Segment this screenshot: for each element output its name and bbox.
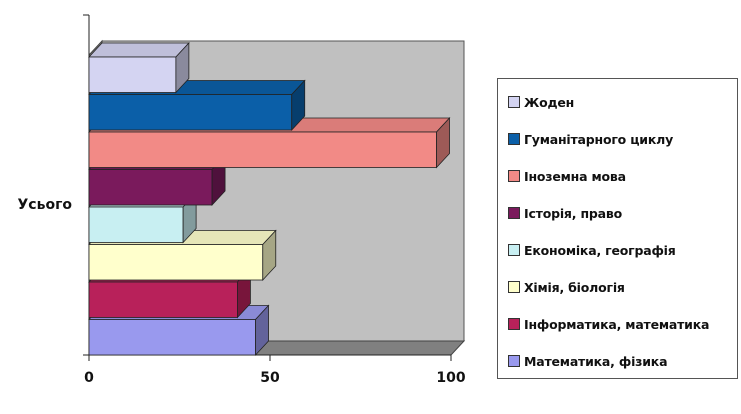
legend-item: Жоден bbox=[508, 92, 574, 112]
x-tick-label-1: 0 bbox=[84, 370, 94, 386]
legend-swatch bbox=[508, 170, 520, 182]
legend-label: Інформатика, математика bbox=[524, 316, 710, 332]
legend: Жоден Гуманітарного циклу Іноземна мова Іст… bbox=[497, 78, 738, 379]
legend-label: Іноземна мова bbox=[524, 168, 626, 184]
legend-item: Інформатика, математика bbox=[508, 314, 709, 334]
x-tick-label-3: 100 bbox=[436, 370, 465, 386]
legend-item: Гуманітарного циклу bbox=[508, 129, 673, 149]
legend-item: Історія, право bbox=[508, 203, 622, 223]
legend-swatch bbox=[508, 318, 520, 330]
legend-label: Гуманітарного циклу bbox=[524, 131, 674, 147]
legend-item: Економіка, географія bbox=[508, 240, 676, 260]
legend-swatch bbox=[508, 244, 520, 256]
legend-label: Економіка, географія bbox=[524, 242, 676, 258]
bar-8 bbox=[88, 41, 190, 94]
legend-swatch bbox=[508, 207, 520, 219]
legend-swatch bbox=[508, 355, 520, 367]
legend-swatch bbox=[508, 133, 520, 145]
category-label: Усього bbox=[18, 197, 73, 213]
bar-7 bbox=[88, 79, 306, 132]
legend-swatch bbox=[508, 281, 520, 293]
x-tick-label-2: 50 bbox=[260, 370, 280, 386]
legend-item: Хімія, біологія bbox=[508, 277, 625, 297]
legend-item: Математика, фізика bbox=[508, 351, 668, 371]
legend-swatch bbox=[508, 96, 520, 108]
legend-item: Іноземна мова bbox=[508, 166, 626, 186]
legend-label: Математика, фізика bbox=[524, 353, 668, 369]
legend-label: Жоден bbox=[524, 94, 575, 110]
legend-label: Історія, право bbox=[524, 205, 622, 221]
legend-label: Хімія, біологія bbox=[524, 279, 625, 295]
